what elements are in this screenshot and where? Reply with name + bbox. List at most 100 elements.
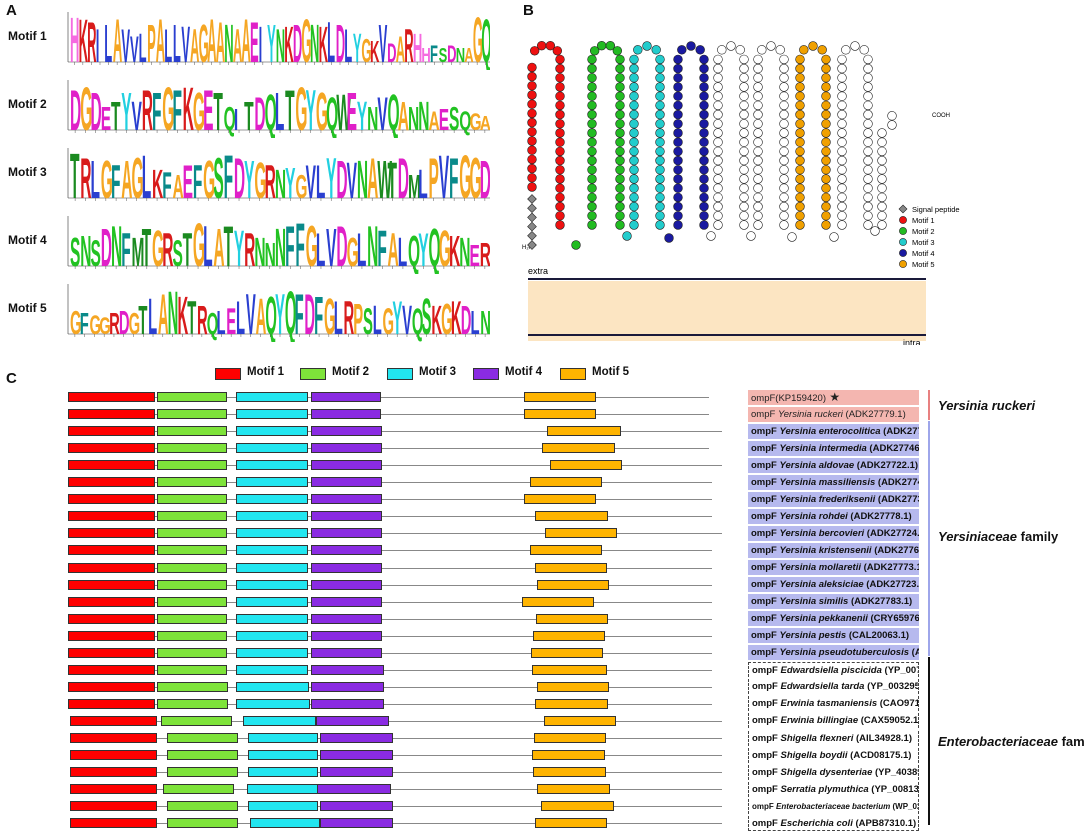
motif-4-block [311, 562, 382, 573]
residue [527, 145, 537, 155]
residue [795, 211, 805, 221]
residue [821, 137, 831, 147]
logo-letter: Q [265, 286, 277, 342]
logo-letter: A [233, 21, 242, 70]
residue [863, 183, 873, 193]
motif-2-block [157, 460, 227, 471]
residue [837, 155, 847, 166]
residue [841, 45, 851, 55]
motif-4-block [311, 494, 382, 505]
residue [739, 100, 749, 111]
logo-letter: F [377, 220, 386, 274]
logo-letter: F [162, 165, 171, 206]
label-accession: (ADK27722.1) [854, 459, 919, 471]
residue [739, 73, 749, 83]
residue [699, 155, 709, 166]
label-prefix: ompF [751, 596, 780, 608]
motif-5-swatch [560, 368, 586, 380]
logo-letter: L [173, 14, 181, 70]
logo-letter: L [164, 21, 172, 70]
motif-3-block [247, 784, 319, 795]
residue [713, 146, 723, 157]
motif-2-block [167, 750, 238, 761]
motif-5-block [533, 630, 605, 641]
logo-letter: N [408, 99, 419, 138]
residue [713, 100, 723, 111]
residue [753, 119, 763, 129]
residue [863, 211, 873, 221]
motif-1-block [68, 630, 155, 641]
motif-4-block [317, 784, 391, 795]
motif-4-block [311, 698, 384, 709]
motif-5-block [535, 511, 608, 522]
logo-letter: F [121, 224, 130, 274]
motif-2-block [157, 613, 227, 624]
residue [863, 128, 873, 138]
residue [527, 163, 537, 174]
residue [837, 183, 847, 193]
motif-5-block [537, 579, 609, 590]
logo-letter: L [217, 303, 226, 342]
sequence-backbone [70, 823, 722, 825]
residue [615, 146, 625, 157]
group-name: Enterobacteriaceae [938, 734, 1058, 749]
logo-letter: G [131, 146, 143, 206]
logo-letter: T [388, 152, 398, 206]
motif-4-swatch [899, 249, 907, 257]
signal-residue [527, 194, 537, 204]
logo-letter: A [216, 10, 225, 70]
residue [655, 109, 665, 120]
residue [837, 82, 847, 92]
residue [699, 146, 709, 157]
residue [863, 155, 873, 166]
residue [555, 211, 565, 221]
residue [587, 146, 597, 157]
label-prefix: ompF [752, 766, 781, 778]
sequence-row [0, 750, 745, 761]
residue [821, 183, 831, 193]
motif-2-block [157, 647, 227, 658]
residue [787, 232, 797, 242]
residue [713, 63, 723, 74]
residue [837, 100, 847, 111]
motif-2-block [157, 511, 227, 522]
motif-3-block [236, 579, 308, 590]
residue [699, 201, 709, 212]
motif-4-block [316, 715, 389, 726]
residue [713, 211, 723, 221]
residue [753, 165, 763, 175]
motif-label: Motif 5 [8, 301, 47, 315]
motif-1-block [68, 562, 155, 573]
motif-4-block [320, 750, 393, 761]
residue [629, 54, 639, 65]
residue [629, 91, 639, 101]
logo-letter: M [408, 167, 421, 206]
label-species: Erwinia billingiae [780, 715, 859, 727]
logo-letter: L [373, 298, 382, 342]
sequence-backbone [68, 533, 722, 535]
logo-letter: Y [306, 78, 316, 138]
residue [587, 220, 597, 230]
label-accession: (ADK27739.1) [877, 493, 919, 505]
logo-letter: G [90, 309, 102, 340]
residue [863, 201, 873, 212]
residue [633, 45, 643, 55]
logo-letter: A [172, 167, 183, 206]
residue [673, 119, 683, 129]
logo-letter: Q [207, 307, 219, 341]
residue [863, 91, 873, 101]
residue [699, 73, 709, 83]
logo-letter: D [461, 298, 472, 342]
label-species: Yersinia similis [779, 596, 849, 608]
residue [739, 201, 749, 212]
logo-letter: R [80, 146, 91, 206]
residue [587, 73, 597, 83]
logo-letter: K [451, 292, 462, 342]
residue [527, 136, 537, 146]
residue [629, 220, 639, 230]
residue [863, 146, 873, 157]
residue [587, 183, 597, 193]
sequence-backbone [68, 465, 722, 467]
logo-letter: L [327, 10, 335, 70]
